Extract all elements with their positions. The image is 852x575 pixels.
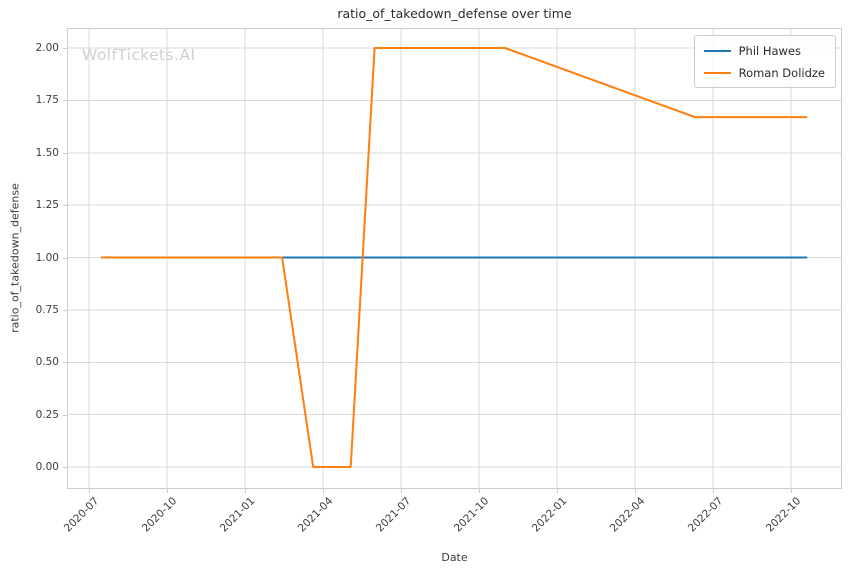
x-tick-mark [791, 489, 792, 493]
legend-line-swatch [703, 49, 731, 52]
y-tick-label: 0.50 [35, 356, 59, 369]
x-tick-mark [479, 489, 480, 493]
x-tick-label: 2021-07 [373, 495, 414, 535]
y-tick-mark [63, 100, 67, 102]
x-tick-label: 2021-10 [451, 495, 492, 535]
legend-line-swatch [703, 71, 731, 74]
x-tick-mark [89, 489, 90, 493]
x-tick-mark [167, 489, 168, 493]
y-tick-label: 1.75 [35, 94, 59, 107]
y-tick-mark [63, 467, 67, 468]
legend-item: Phil Hawes [703, 42, 825, 59]
plot-area: WolfTickets.AI Phil Hawes Roman Dolidze [67, 28, 842, 489]
x-tick-mark [401, 489, 402, 493]
x-tick-mark [635, 489, 636, 493]
x-tick-label: 2020-07 [61, 495, 102, 535]
x-tick-mark [323, 489, 324, 493]
chart-title: ratio_of_takedown_defense over time [337, 6, 572, 21]
x-tick-mark [557, 489, 558, 493]
x-tick-label: 2022-07 [685, 495, 726, 535]
y-tick-label: 2.00 [35, 42, 59, 54]
x-tick-label: 2022-04 [607, 495, 648, 535]
chart-canvas [68, 29, 841, 488]
y-tick-label: 1.50 [35, 146, 59, 159]
legend-label: Phil Hawes [738, 43, 802, 58]
x-tick-label: 2022-10 [763, 495, 804, 535]
x-axis-label: Date [441, 551, 468, 564]
y-tick-mark [63, 152, 67, 154]
x-tick-label: 2020-10 [139, 495, 180, 535]
y-tick-label: 1.00 [35, 251, 59, 264]
y-tick-mark [63, 309, 67, 311]
legend-label: Roman Dolidze [738, 65, 825, 80]
legend-item: Roman Dolidze [703, 64, 825, 81]
watermark: WolfTickets.AI [82, 46, 196, 64]
x-tick-label: 2021-01 [217, 495, 258, 535]
y-tick-mark [63, 257, 67, 259]
y-tick-label: 0.75 [35, 303, 59, 316]
y-tick-label: 1.25 [35, 199, 59, 212]
y-tick-mark [63, 362, 67, 364]
x-tick-mark [245, 489, 246, 493]
y-tick-mark [63, 48, 67, 49]
legend: Phil Hawes Roman Dolidze [693, 35, 836, 88]
y-tick-label: 0.25 [35, 408, 59, 421]
x-tick-mark [713, 489, 714, 493]
y-tick-mark [63, 205, 67, 207]
x-tick-label: 2022-01 [529, 495, 570, 535]
y-tick-label: 0.00 [35, 461, 59, 473]
x-tick-label: 2021-04 [295, 495, 336, 535]
y-tick-mark [63, 414, 67, 416]
series-line-roman-dolidze [101, 47, 808, 468]
